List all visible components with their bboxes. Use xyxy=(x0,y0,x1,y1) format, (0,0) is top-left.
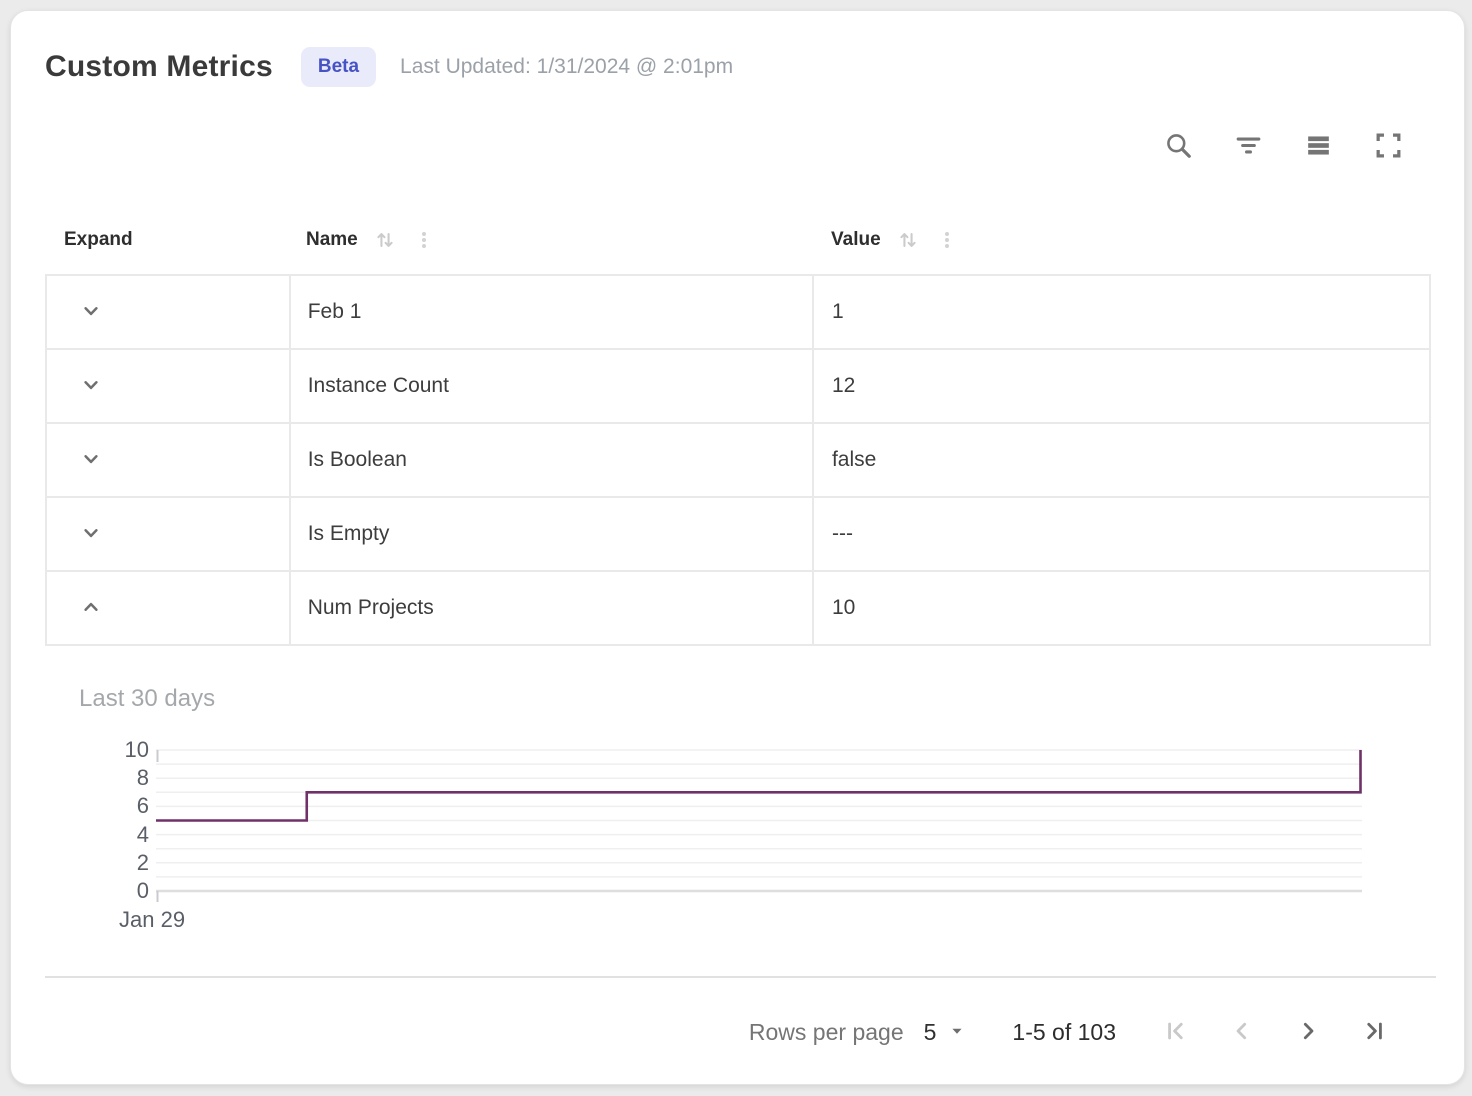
beta-badge: Beta xyxy=(300,47,377,87)
column-menu-icon[interactable] xyxy=(936,229,958,251)
row-expand-button[interactable] xyxy=(73,294,109,330)
chevron-down-icon xyxy=(78,520,104,549)
row-expand-button[interactable] xyxy=(73,442,109,478)
metric-value-cell: false xyxy=(811,422,1432,498)
chevron-down-icon xyxy=(78,372,104,401)
fullscreen-button[interactable] xyxy=(1368,127,1408,167)
y-axis-tick-label: 2 xyxy=(136,849,149,875)
step-line-chart xyxy=(156,749,1362,902)
table-header-row: Expand Name Value xyxy=(45,206,1431,274)
metric-name-cell: Num Projects xyxy=(288,570,814,646)
filter-icon xyxy=(1233,130,1264,164)
y-axis-tick-label: 10 xyxy=(124,737,149,762)
chevron-up-icon xyxy=(78,594,104,623)
rows-per-page-select[interactable]: 5 xyxy=(924,1019,969,1046)
row-expand-button[interactable] xyxy=(73,368,109,404)
sort-icon[interactable] xyxy=(372,227,398,253)
fullscreen-icon xyxy=(1373,130,1404,164)
pagination-controls xyxy=(1156,1012,1394,1052)
metric-value-cell: 10 xyxy=(811,570,1432,646)
column-header-label: Expand xyxy=(64,229,133,250)
column-header-label: Value xyxy=(831,229,881,250)
table-row: Instance Count 12 xyxy=(45,348,1432,424)
previous-page-button[interactable] xyxy=(1222,1012,1262,1052)
table-row: Num Projects 10 xyxy=(45,570,1432,646)
density-icon xyxy=(1303,130,1334,164)
last-page-icon xyxy=(1360,1017,1388,1048)
density-button[interactable] xyxy=(1298,127,1338,167)
chevron-down-icon xyxy=(78,446,104,475)
metric-value-cell: 12 xyxy=(811,348,1432,424)
column-header-expand: Expand xyxy=(45,229,289,251)
metric-name-cell: Instance Count xyxy=(288,348,814,424)
next-page-button[interactable] xyxy=(1288,1012,1328,1052)
search-button[interactable] xyxy=(1158,127,1198,167)
row-expand-button[interactable] xyxy=(73,590,109,626)
first-page-button[interactable] xyxy=(1156,1012,1196,1052)
chevron-down-icon xyxy=(946,1020,968,1045)
y-axis-tick-label: 4 xyxy=(136,821,149,847)
y-axis-tick-label: 0 xyxy=(136,878,149,903)
metric-name-cell: Feb 1 xyxy=(288,274,814,350)
metrics-table: Expand Name Value xyxy=(45,206,1432,646)
sort-icon[interactable] xyxy=(895,227,921,253)
rows-per-page-label: Rows per page xyxy=(748,1018,904,1045)
y-axis-tick-label: 6 xyxy=(136,793,149,819)
column-header-value[interactable]: Value xyxy=(813,227,1431,253)
pagination-range-label: 1-5 of 103 xyxy=(1012,1018,1116,1045)
last-updated-text: Last Updated: 1/31/2024 @ 2:01pm xyxy=(400,55,734,78)
metric-name-cell: Is Boolean xyxy=(288,422,814,498)
table-row: Is Boolean false xyxy=(45,422,1432,498)
first-page-icon xyxy=(1162,1017,1190,1048)
metric-name-cell: Is Empty xyxy=(288,496,814,572)
y-axis-tick-label: 8 xyxy=(136,765,149,791)
x-axis-tick-label: Jan 29 xyxy=(119,907,186,932)
row-detail-panel: Last 30 days 0 2 4 6 8 10 Jan 29 xyxy=(11,645,1466,975)
header-bar: Custom Metrics Beta Last Updated: 1/31/2… xyxy=(45,47,733,87)
chevron-left-icon xyxy=(1228,1017,1256,1048)
metric-value-cell: 1 xyxy=(811,274,1432,350)
column-header-name[interactable]: Name xyxy=(289,227,813,253)
rows-per-page-value: 5 xyxy=(923,1018,937,1045)
column-header-label: Name xyxy=(306,229,358,250)
chart-title: Last 30 days xyxy=(79,685,216,712)
table-row: Feb 1 1 xyxy=(45,274,1432,350)
pagination-footer: Rows per page 5 1-5 of 103 xyxy=(45,976,1436,1086)
page-title: Custom Metrics xyxy=(45,50,273,83)
custom-metrics-card: Custom Metrics Beta Last Updated: 1/31/2… xyxy=(10,10,1465,1085)
metric-value-cell: --- xyxy=(811,496,1432,572)
filter-button[interactable] xyxy=(1228,127,1268,167)
last-page-button[interactable] xyxy=(1354,1012,1394,1052)
column-menu-icon[interactable] xyxy=(413,229,435,251)
row-expand-button[interactable] xyxy=(73,516,109,552)
chevron-right-icon xyxy=(1294,1017,1322,1048)
chart-plot-area: 0 2 4 6 8 10 Jan 29 xyxy=(11,737,1466,969)
chevron-down-icon xyxy=(78,298,104,327)
grid-toolbar xyxy=(1158,127,1408,167)
table-row: Is Empty --- xyxy=(45,496,1432,572)
search-icon xyxy=(1163,130,1194,164)
